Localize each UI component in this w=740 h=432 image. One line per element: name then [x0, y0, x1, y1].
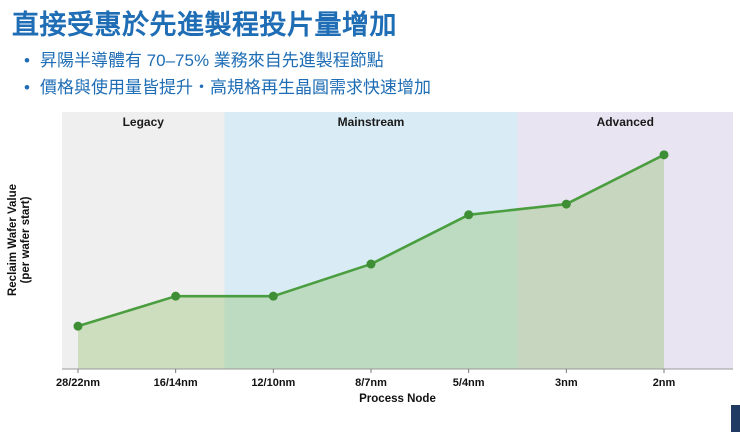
- data-point: [561, 199, 571, 209]
- zone-label: Advanced: [597, 115, 654, 129]
- bullet-item: • 昇陽半導體有 70–75% 業務來自先進製程節點: [18, 50, 740, 73]
- chart-points: [73, 149, 669, 331]
- x-tick-label: 2nm: [653, 377, 676, 389]
- bullet-list: • 昇陽半導體有 70–75% 業務來自先進製程節點 • 價格與使用量皆提升‧高…: [18, 50, 740, 100]
- data-point: [73, 321, 83, 331]
- bullet-text: 昇陽半導體有 70–75% 業務來自先進製程節點: [39, 50, 384, 70]
- zone-band-legacy: [62, 111, 225, 369]
- data-point: [464, 209, 474, 219]
- zone-band-mainstream: [224, 111, 518, 369]
- bullet-marker-icon: •: [24, 50, 30, 70]
- corner-accent-bar: [731, 405, 740, 432]
- x-tick-label: 5/4nm: [453, 377, 485, 389]
- zone-label: Legacy: [123, 115, 165, 129]
- process-node-value-chart: Legacy Mainstream Advanced 28/22nm 16/14nm 12…: [7, 111, 733, 405]
- page-title: 直接受惠於先進製程投片量增加: [12, 10, 397, 40]
- x-tick-labels: 28/22nm 16/14nm 12/10nm 8/7nm 5/4nm 3nm 2nm: [56, 368, 676, 389]
- bullet-text: 價格與使用量皆提升‧高規格再生晶圓需求快速增加: [39, 77, 431, 97]
- chart-area-fill: [78, 154, 664, 369]
- x-tick-label: 12/10nm: [251, 377, 295, 389]
- bullet-item: • 價格與使用量皆提升‧高規格再生晶圓需求快速增加: [18, 77, 740, 100]
- data-point: [659, 149, 669, 159]
- x-tick-label: 3nm: [555, 377, 578, 389]
- zone-band-advanced: [517, 111, 733, 369]
- x-tick-label: 8/7nm: [355, 377, 387, 389]
- x-tick-label: 28/22nm: [56, 377, 100, 389]
- data-point: [366, 259, 376, 269]
- y-axis-title: Reclaim Wafer Value(per wafer start): [7, 184, 32, 296]
- x-axis-title: Process Node: [359, 393, 436, 405]
- chart: Legacy Mainstream Advanced 28/22nm 16/14nm 12…: [0, 104, 740, 409]
- bullet-marker-icon: •: [24, 77, 30, 97]
- zone-label: Mainstream: [338, 115, 405, 129]
- chart-zones: Legacy Mainstream Advanced: [62, 111, 733, 369]
- data-point: [171, 291, 181, 301]
- data-point: [268, 291, 278, 301]
- x-tick-label: 16/14nm: [154, 377, 198, 389]
- slide: 直接受惠於先進製程投片量增加 • 昇陽半導體有 70–75% 業務來自先進製程節…: [0, 9, 740, 432]
